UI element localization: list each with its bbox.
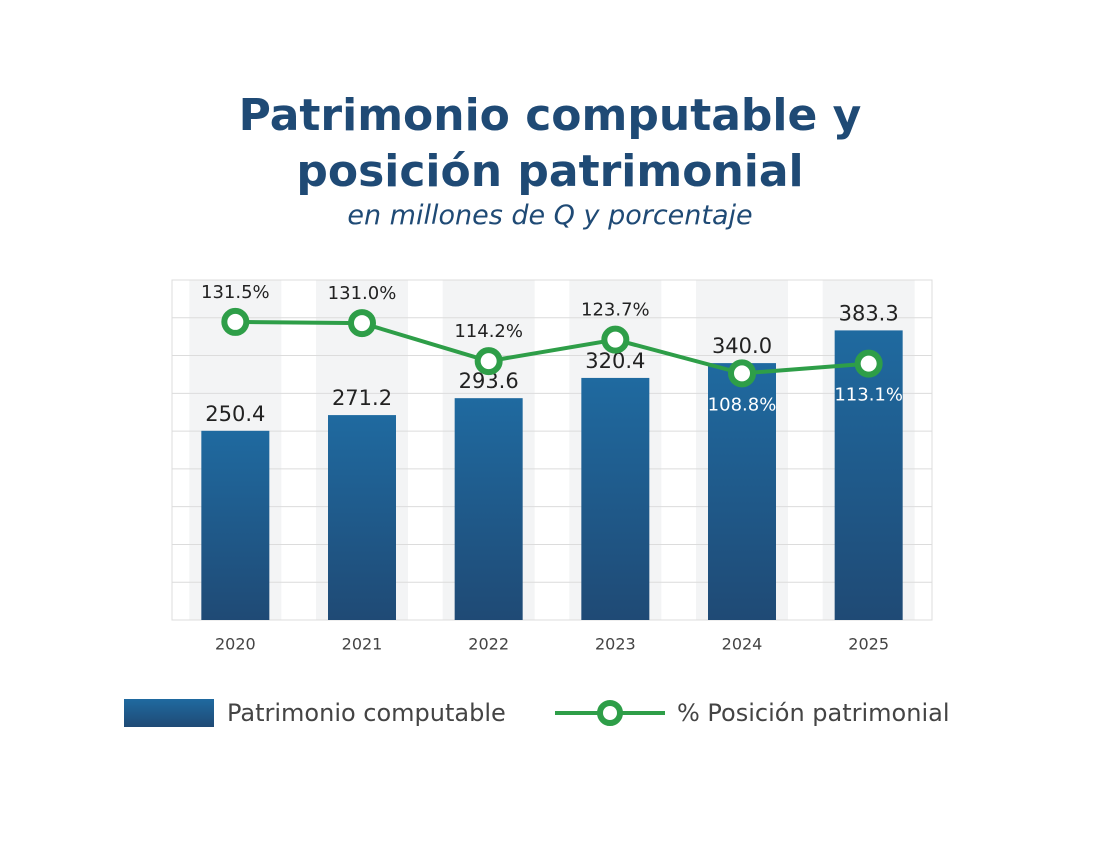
bar (708, 363, 776, 620)
bar (834, 330, 903, 620)
line-value-label: 131.5% (201, 282, 270, 303)
x-tick-label: 2021 (342, 635, 383, 654)
x-tick-label: 2020 (215, 635, 256, 654)
line-marker (221, 307, 250, 336)
line-value-label: 131.0% (328, 283, 397, 304)
line-marker (854, 349, 883, 378)
legend-marker (597, 700, 623, 726)
legend-label: Patrimonio computable (227, 699, 506, 727)
chart-title: Patrimonio computable y posición patrimo… (238, 90, 862, 197)
x-tick-label: 2022 (468, 635, 509, 654)
line-marker (348, 309, 376, 338)
bar-value-label: 340.0 (712, 334, 772, 358)
x-tick-label: 2023 (595, 635, 636, 654)
chart-subtitle: en millones de Q y porcentaje (347, 200, 753, 231)
line-value-label: 113.1% (834, 385, 903, 406)
x-tick-label: 2024 (722, 635, 763, 654)
legend-label: % Posición patrimonial (677, 699, 950, 727)
bar (581, 377, 650, 620)
bar-value-label: 271.2 (332, 386, 392, 410)
line-marker (601, 325, 630, 354)
bar-value-label: 250.4 (205, 402, 265, 426)
bar (454, 398, 523, 620)
bar (328, 415, 396, 620)
line-marker (474, 347, 503, 376)
plot-border (171, 279, 933, 621)
legend-swatch (124, 699, 214, 727)
line-value-label: 114.2% (454, 321, 523, 342)
bar (201, 430, 270, 620)
line (235, 319, 869, 376)
x-tick-label: 2025 (848, 635, 889, 654)
bar-value-label: 383.3 (839, 301, 899, 325)
line-value-label: 108.8% (708, 394, 777, 415)
line-marker (728, 359, 756, 388)
line-value-label: 123.7% (581, 300, 650, 321)
